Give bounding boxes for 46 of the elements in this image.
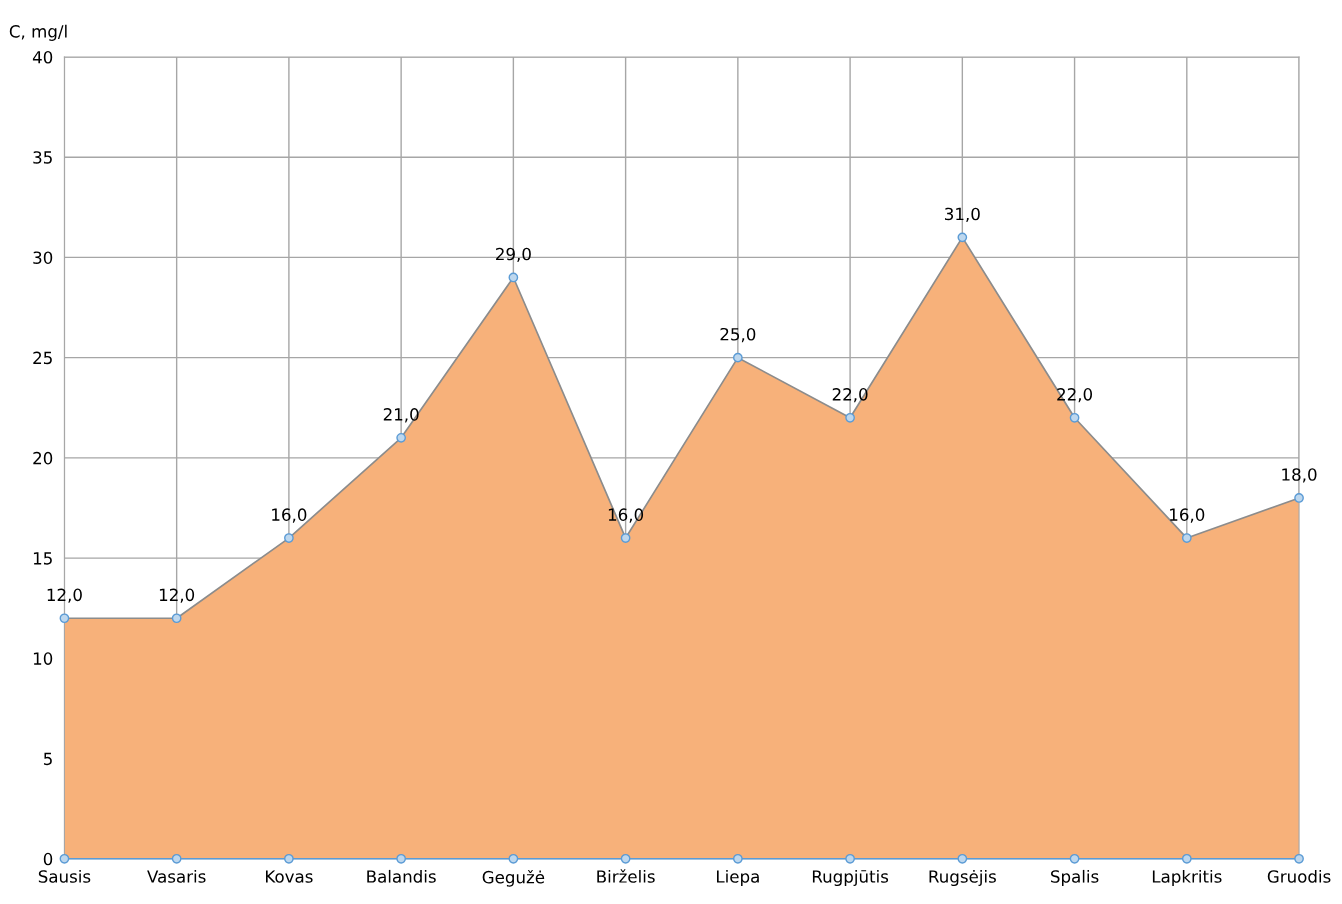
point	[1069, 853, 1080, 864]
x-tick-label: Rugsėjis	[929, 869, 996, 887]
data-label: 25,0	[720, 327, 756, 343]
y-tick-label: 15	[33, 552, 52, 565]
point	[396, 853, 406, 864]
point	[957, 853, 968, 864]
data-label: 16,0	[608, 508, 644, 523]
data-label: 18,0	[1282, 468, 1317, 483]
point	[508, 853, 519, 864]
data-label: 22,0	[1057, 388, 1093, 403]
y-tick-label: 0	[43, 852, 53, 866]
point	[732, 853, 743, 864]
y-tick-label: 10	[33, 652, 53, 665]
y-tick-label: 20	[33, 451, 53, 465]
point	[620, 853, 631, 864]
y-tick-label: 35	[33, 151, 52, 164]
point	[284, 853, 294, 864]
x-tick-label: Spalis	[1051, 869, 1099, 887]
y-tick-label: 40	[32, 50, 53, 64]
x-tick-label: Liepa	[717, 869, 759, 887]
data-label: 22,0	[832, 388, 868, 403]
y-tick-label: 25	[33, 351, 52, 365]
point	[1294, 853, 1304, 864]
x-tick-label: Sausis	[38, 869, 91, 883]
point	[59, 853, 70, 864]
x-tick-label: Rugpjūtis	[812, 869, 889, 887]
y-tick-label: 5	[43, 752, 52, 766]
data-label: 31,0	[945, 207, 980, 222]
data-label: 29,0	[496, 247, 531, 263]
point	[1181, 853, 1192, 864]
x-tick-label: Lapkritis	[1152, 869, 1222, 887]
data-label: 16,0	[272, 508, 307, 523]
x-tick-label: Balandis	[367, 869, 436, 883]
data-label: 16,0	[1170, 508, 1205, 523]
x-tick-label: Vasaris	[147, 869, 206, 883]
point	[171, 853, 182, 864]
y-axis-title: C, mg/l	[9, 24, 67, 41]
x-tick-label: Gruodis	[1267, 869, 1331, 883]
data-label: 12,0	[159, 588, 195, 603]
x-tick-label: Kovas	[266, 870, 313, 883]
data-label: 12,0	[47, 588, 82, 603]
y-tick-label: 30	[33, 251, 53, 264]
x-tick-label: Birželis	[597, 869, 655, 883]
data-label: 21,0	[383, 408, 419, 423]
point	[845, 853, 855, 864]
x-tick-label: Gegužė	[482, 869, 545, 887]
